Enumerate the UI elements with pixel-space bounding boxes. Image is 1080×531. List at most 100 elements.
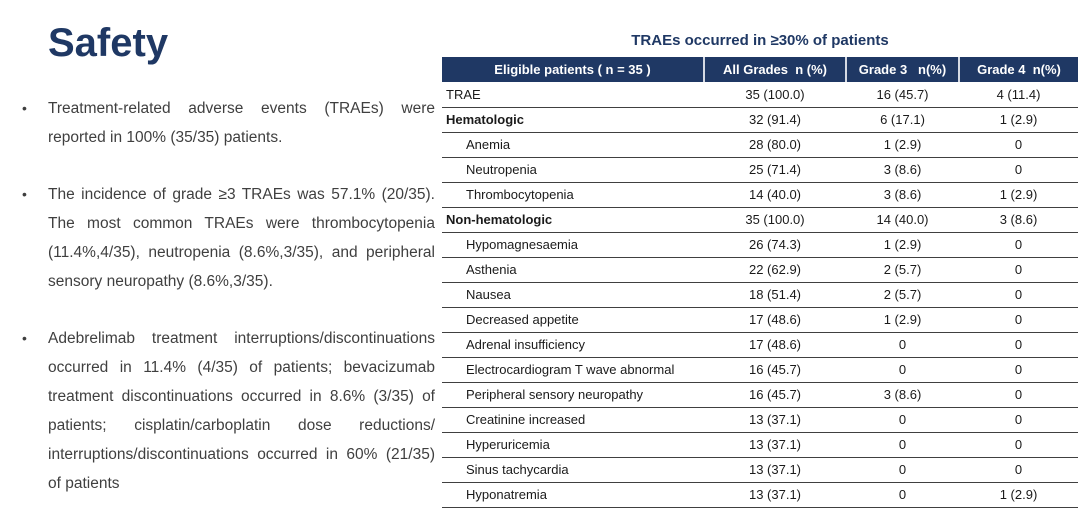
row-label: Sinus tachycardia <box>442 457 704 483</box>
table-row: Neutropenia 25 (71.4) 3 (8.6) 0 <box>442 157 1078 183</box>
cell-grade3: 6 (17.1) <box>846 107 959 133</box>
row-label: Adrenal insufficiency <box>442 332 704 358</box>
column-header-all-grades: All Grades n (%) <box>703 57 846 82</box>
table-row: TRAE 35 (100.0) 16 (45.7) 4 (11.4) <box>442 82 1078 108</box>
page-title: Safety <box>48 21 169 65</box>
cell-grade3: 0 <box>846 482 959 508</box>
right-panel: TRAEs occurred in ≥30% of patients Eligi… <box>442 32 1078 508</box>
cell-grade4: 1 (2.9) <box>959 107 1078 133</box>
table-body: TRAE 35 (100.0) 16 (45.7) 4 (11.4) Hematolog… <box>442 82 1078 508</box>
table-row: Anemia 28 (80.0) 1 (2.9) 0 <box>442 132 1078 158</box>
cell-all-grades: 22 (62.9) <box>704 257 846 283</box>
cell-grade4: 0 <box>959 157 1078 183</box>
table-row: Hyponatremia 13 (37.1) 0 1 (2.9) <box>442 482 1078 508</box>
cell-all-grades: 13 (37.1) <box>704 432 846 458</box>
cell-grade4: 0 <box>959 382 1078 408</box>
row-label: Creatinine increased <box>442 407 704 433</box>
cell-all-grades: 35 (100.0) <box>704 207 846 233</box>
column-header-grade4: Grade 4 n(%) <box>958 57 1078 82</box>
row-label: Hyperuricemia <box>442 432 704 458</box>
cell-grade4: 0 <box>959 307 1078 333</box>
left-panel: Safety • Treatment-related adverse event… <box>20 18 435 526</box>
cell-grade4: 3 (8.6) <box>959 207 1078 233</box>
table-row: Hematologic 32 (91.4) 6 (17.1) 1 (2.9) <box>442 107 1078 133</box>
cell-all-grades: 13 (37.1) <box>704 457 846 483</box>
cell-grade3: 2 (5.7) <box>846 282 959 308</box>
cell-grade3: 1 (2.9) <box>846 232 959 258</box>
cell-grade3: 1 (2.9) <box>846 132 959 158</box>
row-label: Nausea <box>442 282 704 308</box>
cell-grade4: 1 (2.9) <box>959 482 1078 508</box>
cell-grade4: 0 <box>959 232 1078 258</box>
cell-grade4: 0 <box>959 332 1078 358</box>
cell-all-grades: 28 (80.0) <box>704 132 846 158</box>
row-label: Peripheral sensory neuropathy <box>442 382 704 408</box>
cell-all-grades: 14 (40.0) <box>704 182 846 208</box>
table-row: Decreased appetite 17 (48.6) 1 (2.9) 0 <box>442 307 1078 333</box>
table-row: Adrenal insufficiency 17 (48.6) 0 0 <box>442 332 1078 358</box>
row-label: TRAE <box>442 82 704 108</box>
row-label: Electrocardiogram T wave abnormal <box>442 357 704 383</box>
cell-grade3: 3 (8.6) <box>846 382 959 408</box>
table-row: Sinus tachycardia 13 (37.1) 0 0 <box>442 457 1078 483</box>
table-row: Asthenia 22 (62.9) 2 (5.7) 0 <box>442 257 1078 283</box>
cell-grade4: 1 (2.9) <box>959 182 1078 208</box>
cell-grade3: 0 <box>846 407 959 433</box>
cell-grade4: 0 <box>959 132 1078 158</box>
column-header-eligible-patients: Eligible patients ( n = 35 ) <box>442 57 704 82</box>
cell-grade4: 0 <box>959 457 1078 483</box>
row-label: Hyponatremia <box>442 482 704 508</box>
cell-all-grades: 35 (100.0) <box>704 82 846 108</box>
cell-grade4: 0 <box>959 432 1078 458</box>
bullet-item: • The incidence of grade ≥3 TRAEs was 57… <box>20 180 435 296</box>
cell-grade4: 0 <box>959 257 1078 283</box>
cell-all-grades: 26 (74.3) <box>704 232 846 258</box>
cell-grade3: 0 <box>846 432 959 458</box>
table-header: Eligible patients ( n = 35 ) All Grades … <box>442 57 1078 82</box>
bullet-list: • Treatment-related adverse events (TRAE… <box>20 94 435 498</box>
bullet-icon: • <box>22 330 27 346</box>
cell-all-grades: 13 (37.1) <box>704 407 846 433</box>
bullet-icon: • <box>22 186 27 202</box>
table-row: Peripheral sensory neuropathy 16 (45.7) 3 … <box>442 382 1078 408</box>
cell-grade4: 4 (11.4) <box>959 82 1078 108</box>
cell-grade3: 3 (8.6) <box>846 157 959 183</box>
cell-grade4: 0 <box>959 282 1078 308</box>
table-row: Hypomagnesaemia 26 (74.3) 1 (2.9) 0 <box>442 232 1078 258</box>
cell-grade3: 1 (2.9) <box>846 307 959 333</box>
traes-table: Eligible patients ( n = 35 ) All Grades … <box>442 57 1078 508</box>
cell-all-grades: 17 (48.6) <box>704 307 846 333</box>
cell-grade3: 0 <box>846 357 959 383</box>
cell-all-grades: 16 (45.7) <box>704 357 846 383</box>
cell-grade3: 3 (8.6) <box>846 182 959 208</box>
bullet-text: Adebrelimab treatment interruptions/disc… <box>48 330 435 492</box>
bullet-item: • Treatment-related adverse events (TRAE… <box>20 94 435 152</box>
row-label: Hypomagnesaemia <box>442 232 704 258</box>
bullet-item: • Adebrelimab treatment interruptions/di… <box>20 324 435 498</box>
row-label: Anemia <box>442 132 704 158</box>
row-label: Thrombocytopenia <box>442 182 704 208</box>
cell-grade4: 0 <box>959 407 1078 433</box>
cell-grade3: 16 (45.7) <box>846 82 959 108</box>
table-row: Thrombocytopenia 14 (40.0) 3 (8.6) 1 (2.9) <box>442 182 1078 208</box>
bullet-text: Treatment-related adverse events (TRAEs)… <box>48 100 435 146</box>
cell-grade3: 0 <box>846 457 959 483</box>
column-header-grade3: Grade 3 n(%) <box>845 57 959 82</box>
table-title: TRAEs occurred in ≥30% of patients <box>631 32 889 49</box>
table-row: Electrocardiogram T wave abnormal 16 (45.… <box>442 357 1078 383</box>
header-row: Eligible patients ( n = 35 ) All Grades … <box>442 57 1078 82</box>
table-row: Non-hematologic 35 (100.0) 14 (40.0) 3 (8.6… <box>442 207 1078 233</box>
cell-all-grades: 17 (48.6) <box>704 332 846 358</box>
row-label: Hematologic <box>442 107 704 133</box>
row-label: Neutropenia <box>442 157 704 183</box>
cell-all-grades: 32 (91.4) <box>704 107 846 133</box>
row-label: Asthenia <box>442 257 704 283</box>
bullet-icon: • <box>22 100 27 116</box>
cell-grade3: 0 <box>846 332 959 358</box>
table-row: Creatinine increased 13 (37.1) 0 0 <box>442 407 1078 433</box>
bullet-text: The incidence of grade ≥3 TRAEs was 57.1… <box>48 186 435 290</box>
table-row: Hyperuricemia 13 (37.1) 0 0 <box>442 432 1078 458</box>
cell-all-grades: 25 (71.4) <box>704 157 846 183</box>
cell-grade3: 14 (40.0) <box>846 207 959 233</box>
